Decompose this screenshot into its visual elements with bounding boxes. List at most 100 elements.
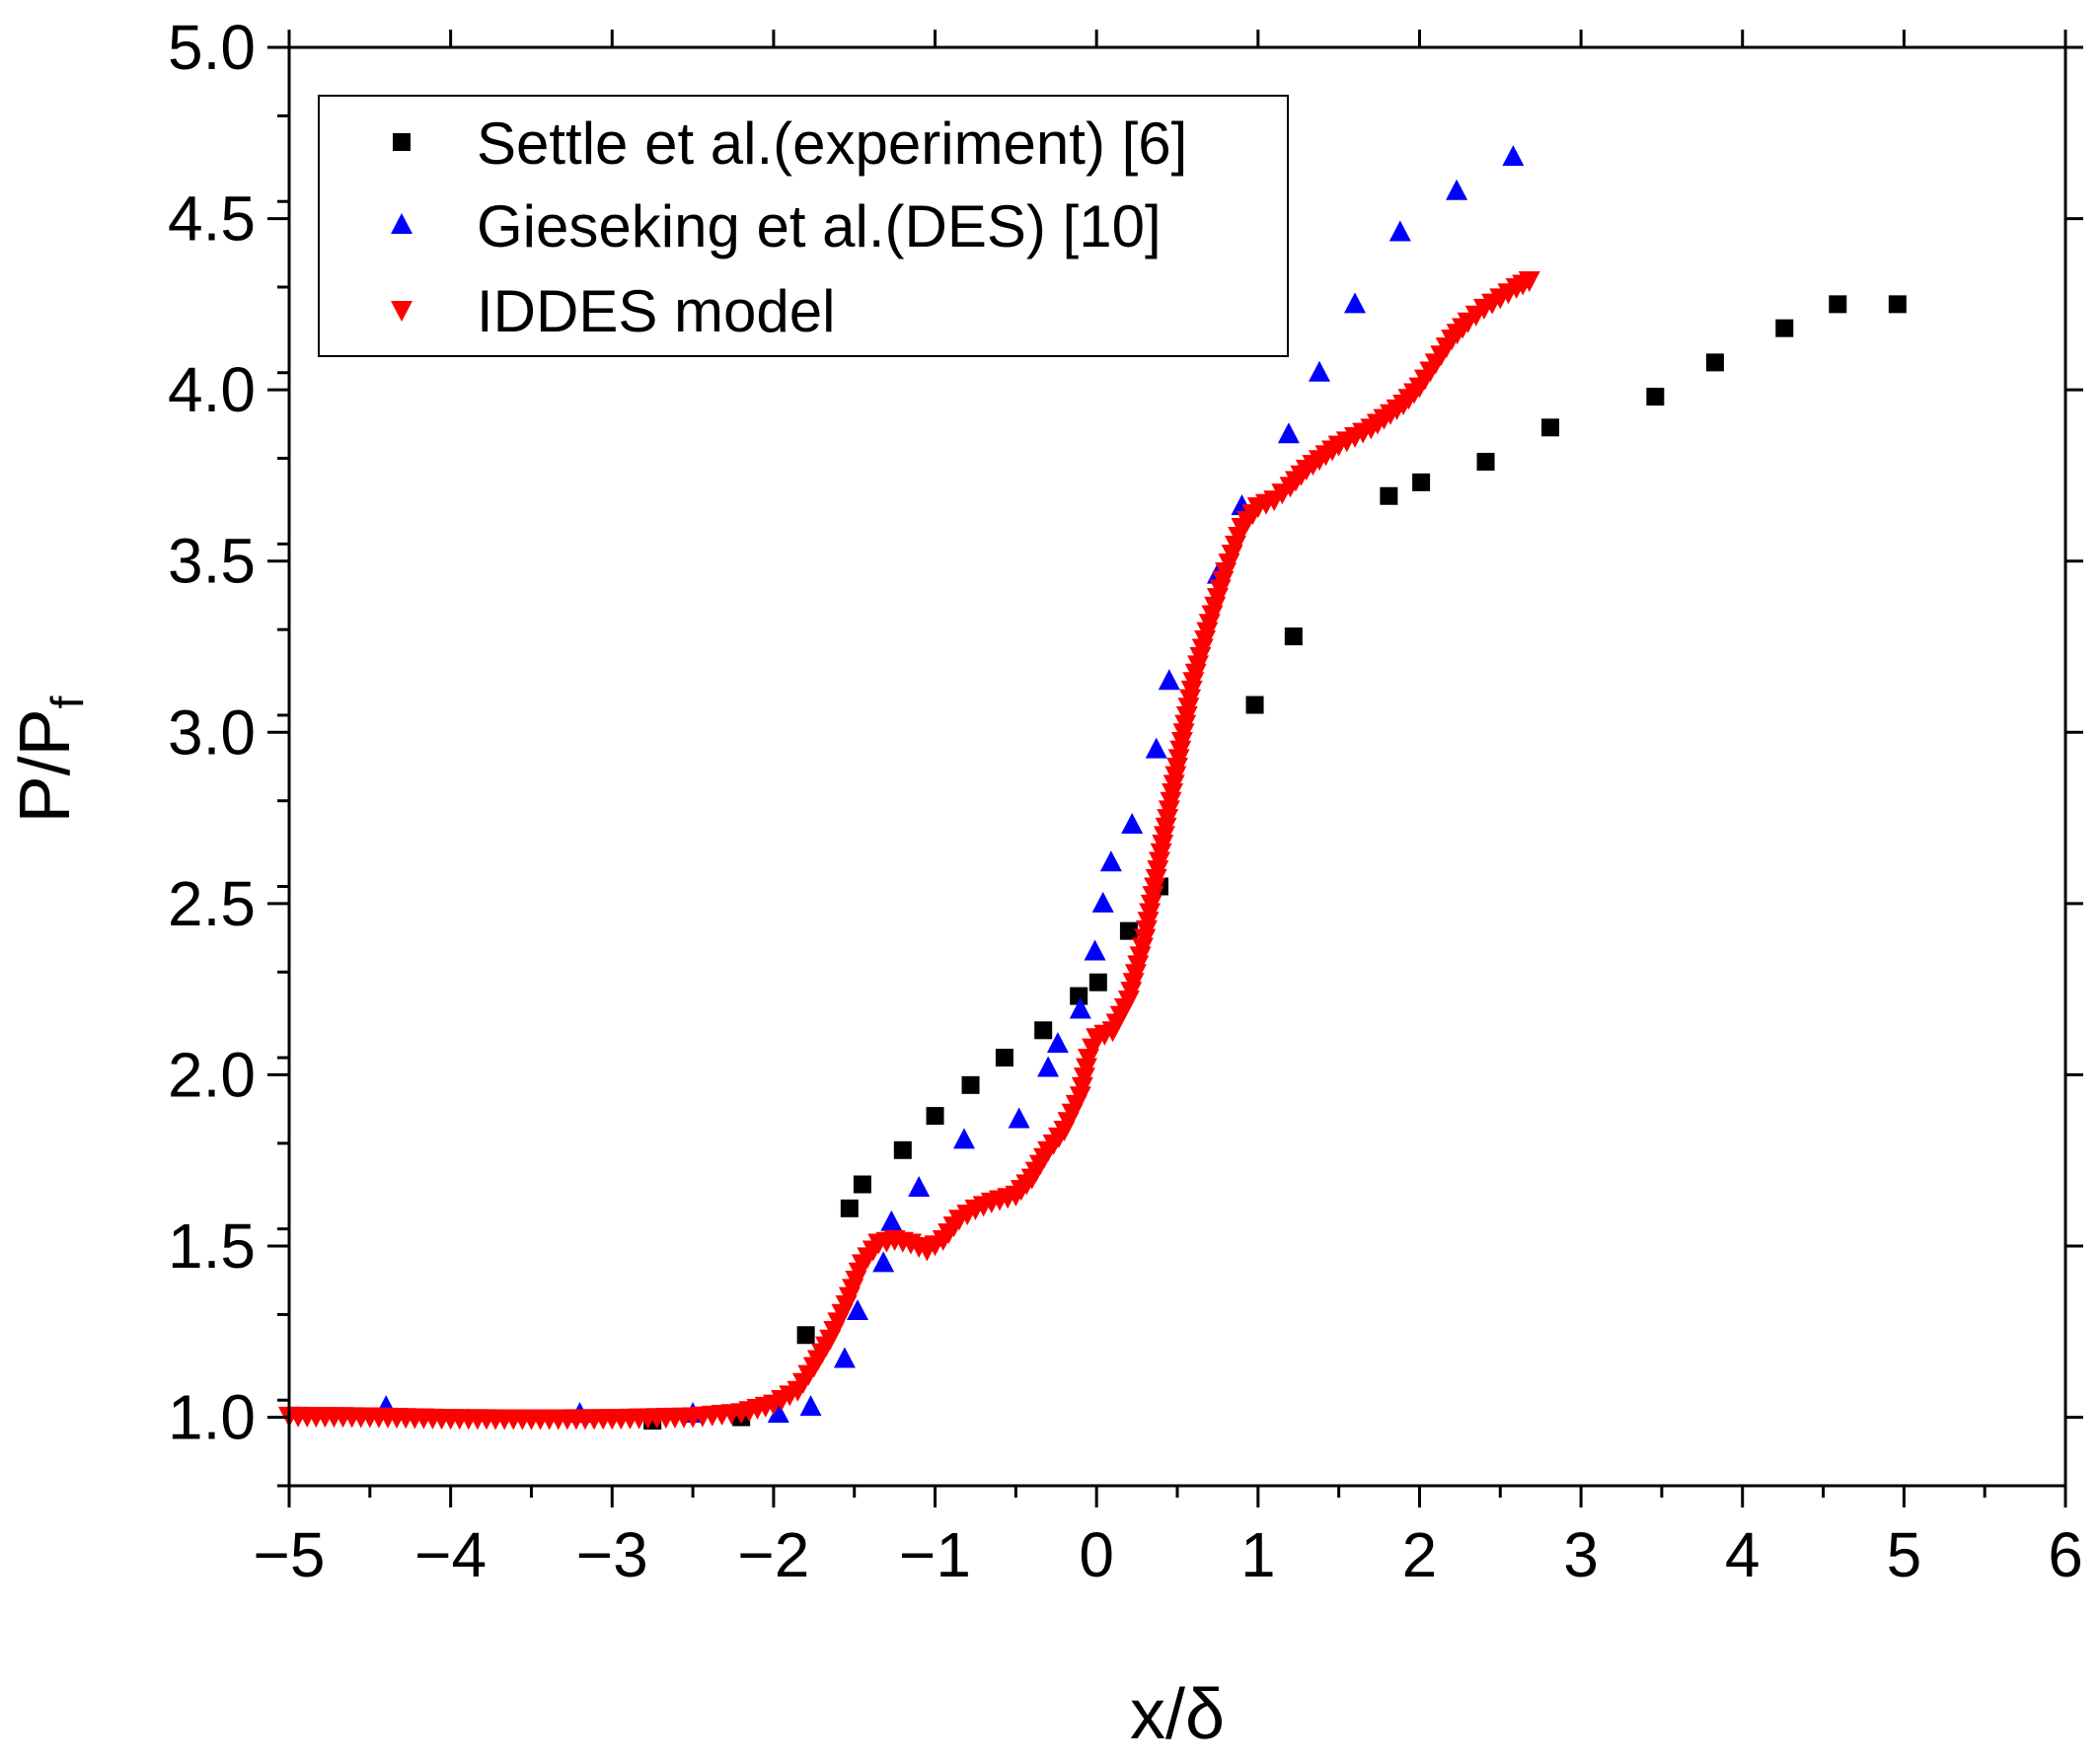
data-point [1245, 696, 1264, 714]
x-tick-label: 1 [1240, 1519, 1276, 1590]
data-point [1140, 894, 1162, 916]
data-point [1541, 418, 1559, 437]
data-point [1137, 912, 1160, 933]
data-point [1142, 886, 1164, 908]
data-point [1170, 731, 1193, 753]
data-point [1008, 1107, 1030, 1129]
data-point [1166, 758, 1188, 778]
legend-item-2: IDDES model [391, 278, 835, 344]
data-point [1888, 295, 1907, 314]
data-point [1135, 919, 1158, 941]
data-point [847, 1298, 868, 1320]
data-point [796, 1326, 815, 1345]
data-point [1167, 749, 1190, 771]
legend-marker [391, 213, 412, 234]
data-point [799, 1395, 822, 1417]
data-point [1502, 145, 1525, 167]
data-point [908, 1175, 931, 1197]
data-point [1153, 826, 1175, 847]
data-point [1162, 783, 1184, 805]
data-point [1157, 809, 1179, 831]
data-point [1179, 689, 1202, 710]
data-point [1145, 868, 1167, 890]
y-tick-label: 5.0 [168, 12, 256, 83]
data-point [872, 1251, 895, 1273]
data-point [840, 1199, 859, 1217]
data-point [1775, 319, 1794, 337]
y-tick-label: 1.0 [168, 1382, 256, 1453]
data-point [1388, 220, 1411, 242]
data-point [1134, 928, 1157, 950]
data-point [1034, 1021, 1053, 1040]
x-tick-label: −1 [899, 1519, 971, 1590]
y-tick-label: 4.0 [168, 354, 256, 425]
y-tick-label: 3.5 [168, 526, 256, 597]
data-point [1518, 271, 1540, 293]
axes: −5 −4 −3 −2 −1 0 1 2 3 4 5 6 1.0 1.5 2.0 2.5 3.0 3.5 4.0 4.… [168, 12, 2083, 1590]
data-point [1070, 987, 1088, 1005]
data-point [1046, 1032, 1069, 1054]
y-axis-title: P/Pf [6, 696, 93, 823]
y-axis-title-subscript: f [41, 696, 93, 708]
legend-label: Gieseking et al.(DES) [10] [477, 193, 1162, 259]
data-point [1084, 939, 1106, 961]
data-point [853, 1175, 871, 1194]
x-tick-label: 6 [2048, 1519, 2083, 1590]
data-point [1147, 860, 1169, 882]
data-point [833, 1347, 856, 1368]
y-tick-label: 2.0 [168, 1039, 256, 1110]
data-point [953, 1128, 975, 1149]
legend-label: IDDES model [477, 278, 835, 344]
data-point [1121, 813, 1144, 835]
data-point [1829, 295, 1847, 314]
data-point [1155, 817, 1177, 839]
x-tick-label: −2 [737, 1519, 809, 1590]
data-point [1284, 627, 1303, 646]
data-point [1150, 843, 1172, 864]
data-marks [278, 145, 1907, 1431]
legend-marker [393, 133, 411, 151]
data-point [1175, 705, 1198, 727]
data-point [1145, 737, 1167, 759]
data-point [1446, 179, 1468, 200]
data-point [1174, 714, 1197, 736]
data-point [1075, 1058, 1097, 1079]
data-point [1164, 766, 1187, 787]
data-point [1169, 740, 1192, 762]
legend: Settle et al.(experiment) [6] Gieseking e… [318, 95, 1289, 357]
data-point [1160, 791, 1182, 813]
data-point [1476, 453, 1495, 472]
data-point [1172, 723, 1195, 745]
data-point [1069, 1086, 1091, 1108]
data-point [880, 1210, 903, 1231]
series-2 [278, 271, 1540, 1431]
data-point [767, 1402, 789, 1424]
legend-item-1: Gieseking et al.(DES) [10] [391, 193, 1162, 259]
data-point [1158, 800, 1180, 822]
x-tick-label: −3 [576, 1519, 648, 1590]
legend-item-0: Settle et al.(experiment) [6] [393, 110, 1187, 177]
y-tick-label: 4.5 [168, 184, 256, 255]
data-point [961, 1075, 980, 1094]
data-point [1152, 835, 1174, 856]
y-axis-title-main: P/P [6, 708, 85, 823]
data-point [926, 1107, 944, 1126]
x-tick-label: 4 [1725, 1519, 1761, 1590]
data-point [1705, 353, 1724, 372]
data-point [893, 1140, 912, 1159]
data-point [1309, 360, 1330, 382]
legend-label: Settle et al.(experiment) [6] [477, 110, 1187, 177]
y-tick-label: 2.5 [168, 868, 256, 939]
data-point [1412, 473, 1431, 491]
y-tick-label: 1.5 [168, 1211, 256, 1282]
data-point [1119, 921, 1138, 940]
data-point [1180, 680, 1203, 701]
data-point [1277, 422, 1300, 444]
data-point [1158, 669, 1180, 691]
data-point [1088, 973, 1107, 991]
data-point [995, 1049, 1013, 1067]
y-tick-label: 3.0 [168, 697, 256, 768]
x-tick-label: 0 [1079, 1519, 1114, 1590]
data-point [1071, 1076, 1093, 1098]
